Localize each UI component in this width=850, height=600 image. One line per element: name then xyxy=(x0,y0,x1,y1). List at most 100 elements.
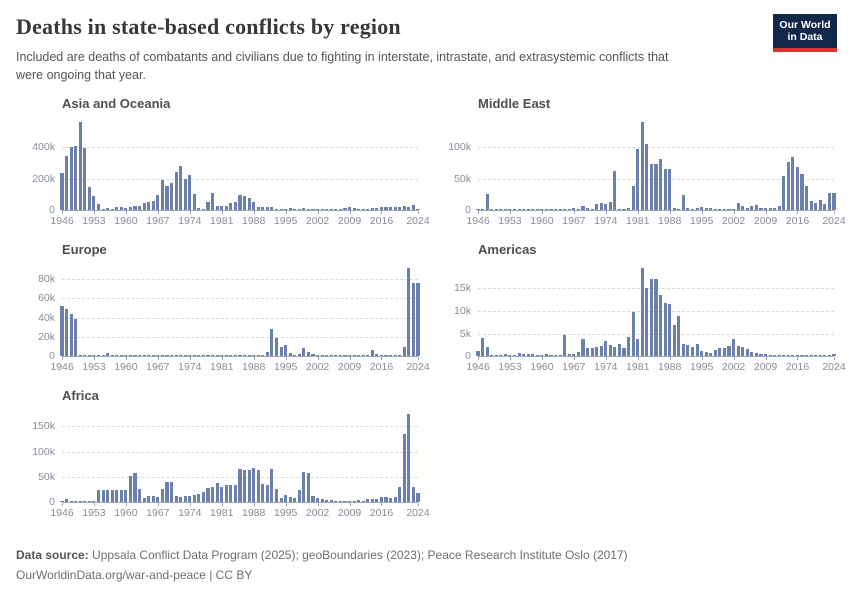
bar-1956 xyxy=(106,207,110,211)
bar-1996 xyxy=(288,208,292,211)
bar-1947 xyxy=(481,209,485,211)
x-tick-mark xyxy=(418,211,419,215)
bar-1957 xyxy=(110,355,114,357)
bar-2020 xyxy=(398,487,402,503)
x-tick-label: 2024 xyxy=(406,361,430,374)
bar-1990 xyxy=(261,483,265,503)
bar-2014 xyxy=(786,162,790,211)
bar-1991 xyxy=(265,207,269,211)
bar-1971 xyxy=(174,495,178,503)
x-tick-mark xyxy=(669,357,671,361)
bar-1983 xyxy=(229,203,233,211)
plot-area xyxy=(476,264,836,358)
x-tick-label: 1995 xyxy=(273,507,298,520)
bar-1972 xyxy=(179,497,183,503)
bar-1996 xyxy=(704,352,708,357)
bar-1981 xyxy=(220,355,224,357)
bar-2011 xyxy=(357,355,361,357)
bar-2006 xyxy=(334,208,338,211)
bar-1985 xyxy=(238,355,242,357)
bar-1979 xyxy=(627,336,631,357)
bar-1970 xyxy=(585,208,590,211)
bar-1966 xyxy=(567,353,571,357)
y-tick-label: 60k xyxy=(38,292,55,305)
bar-2001 xyxy=(727,345,731,357)
bar-1998 xyxy=(297,354,301,357)
x-tick-label: 2024 xyxy=(822,215,846,228)
bar-2010 xyxy=(768,208,772,211)
bar-1961 xyxy=(544,354,548,357)
x-tick-mark xyxy=(478,211,479,215)
bar-1996 xyxy=(288,497,292,503)
owid-logo-line1: Our World xyxy=(779,18,831,31)
bar-2018 xyxy=(805,355,809,357)
bar-2024 xyxy=(832,192,836,211)
x-tick-label: 1953 xyxy=(498,361,522,374)
bar-1966 xyxy=(567,208,571,211)
bar-2021 xyxy=(402,346,406,357)
x-tick-label: 2024 xyxy=(822,361,846,374)
y-tick-label: 0 xyxy=(49,496,55,509)
bar-2006 xyxy=(750,205,754,211)
x-tick-mark xyxy=(221,211,223,215)
bar-1958 xyxy=(115,490,119,503)
bar-2007 xyxy=(338,355,342,357)
bar-1949 xyxy=(490,355,494,357)
x-tick-label: 2016 xyxy=(369,215,394,228)
x-tick-mark xyxy=(637,211,639,215)
bar-1965 xyxy=(563,335,567,357)
bar-1991 xyxy=(265,484,269,503)
bar-1955 xyxy=(517,352,521,357)
bar-1984 xyxy=(233,355,237,357)
bar-1974 xyxy=(188,174,192,211)
bar-1973 xyxy=(183,496,187,503)
bar-1963 xyxy=(138,488,142,503)
x-tick-mark xyxy=(125,503,127,507)
chart-africa: Africa 0 50k 100k 150k 1946 1953 1960 1967 1974 19… xyxy=(16,388,429,534)
bar-1992 xyxy=(270,468,274,503)
bar-2003 xyxy=(736,345,740,357)
chart-body: 0 5k 10k 15k xyxy=(432,264,836,362)
bar-1961 xyxy=(128,207,132,211)
bar-1964 xyxy=(142,497,146,503)
bar-1952 xyxy=(87,187,91,211)
bar-1983 xyxy=(229,485,233,503)
bar-1995 xyxy=(284,494,288,503)
bar-2024 xyxy=(416,493,420,503)
bar-1954 xyxy=(96,203,101,211)
bar-1998 xyxy=(713,208,717,211)
bar-1982 xyxy=(224,484,228,503)
page-title: Deaths in state-based conflicts by regio… xyxy=(16,14,401,39)
bar-1975 xyxy=(192,495,196,503)
bar-1973 xyxy=(599,203,603,211)
bar-2001 xyxy=(311,496,315,503)
bar-1976 xyxy=(197,208,201,211)
y-tick-label: 0 xyxy=(465,350,471,363)
bar-1974 xyxy=(188,355,192,357)
x-tick-mark xyxy=(253,357,255,361)
x-tick-label: 1981 xyxy=(210,507,234,520)
bar-2019 xyxy=(393,497,397,503)
bar-1980 xyxy=(215,205,219,211)
x-tick-label: 1946 xyxy=(50,215,74,228)
chart-europe: Europe 0 20k 40k 60k 80k 1946 1953 1960 1967 1974 1… xyxy=(16,242,430,388)
plot-area xyxy=(476,118,836,212)
bar-2006 xyxy=(750,352,754,357)
bar-1984 xyxy=(233,201,237,211)
x-tick-label: 2002 xyxy=(721,361,746,374)
bar-2018 xyxy=(389,207,393,211)
bar-1960 xyxy=(540,355,544,357)
x-tick-mark xyxy=(733,211,735,215)
gridline xyxy=(478,146,834,148)
bar-1974 xyxy=(604,341,608,357)
bar-1969 xyxy=(165,186,169,211)
bar-2011 xyxy=(773,354,777,357)
x-tick-mark xyxy=(797,357,799,361)
x-tick-mark xyxy=(285,503,287,507)
bar-1978 xyxy=(206,201,210,211)
bar-1960 xyxy=(124,208,128,211)
bar-1997 xyxy=(293,355,297,357)
bar-1963 xyxy=(138,206,142,211)
bar-1973 xyxy=(183,179,187,211)
bar-1961 xyxy=(544,209,548,211)
